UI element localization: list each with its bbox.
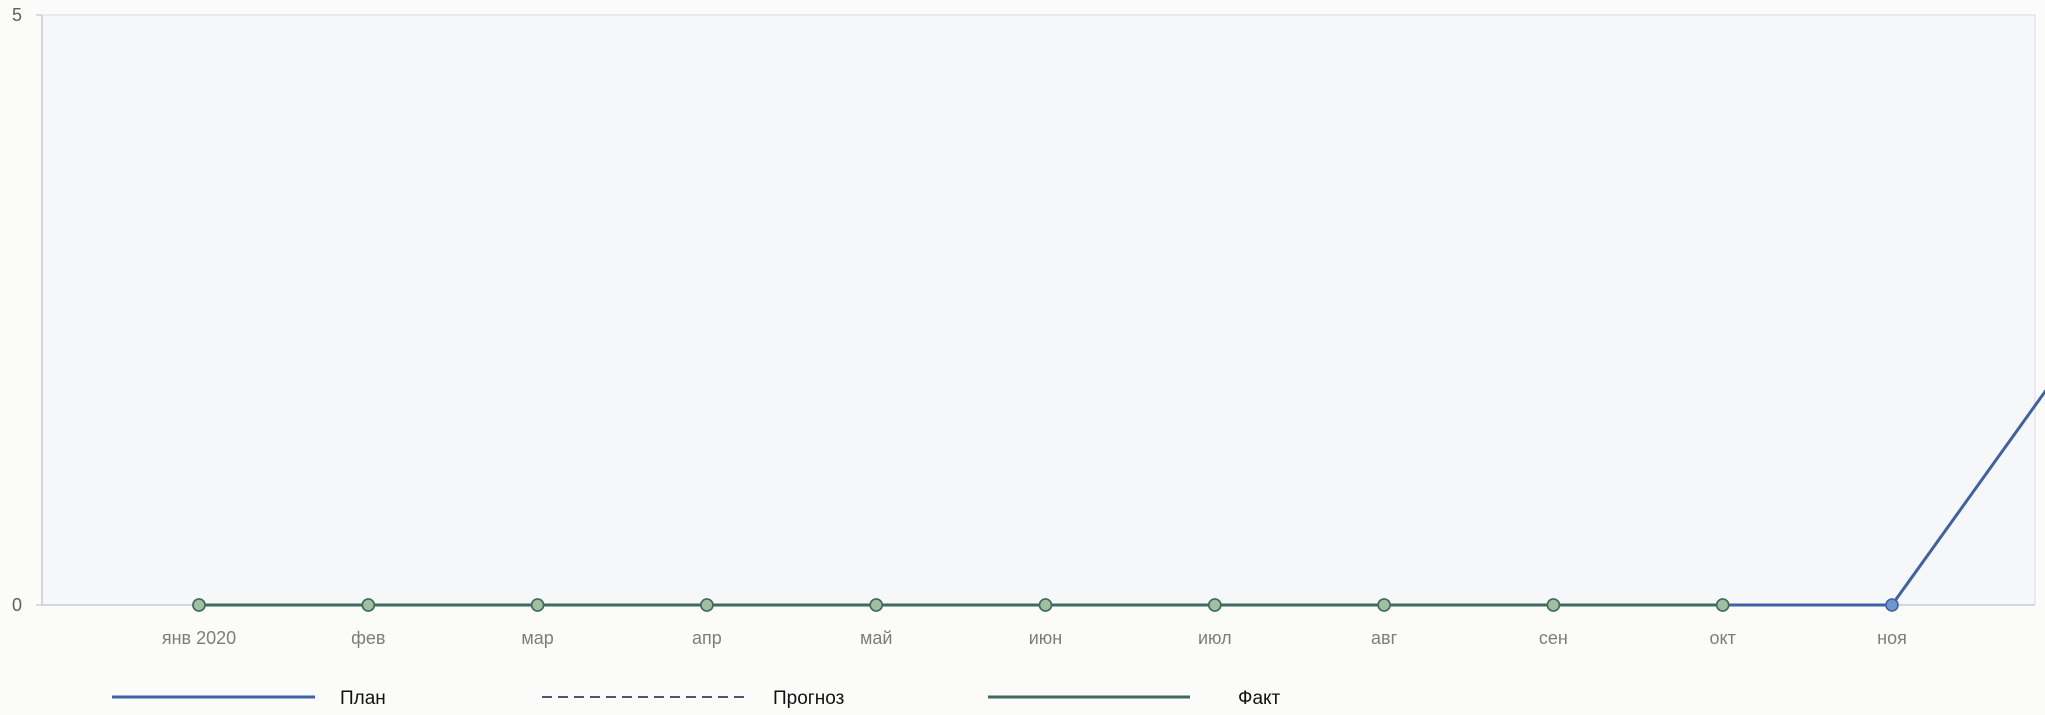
legend-label: Прогноз [773, 688, 844, 709]
data-point [361, 598, 376, 612]
x-tick-label: фев [351, 628, 385, 648]
legend-label: Факт [1238, 688, 1281, 709]
data-point [700, 598, 714, 612]
data-point [1038, 598, 1053, 612]
x-tick-label: янв 2020 [162, 628, 236, 648]
data-point [1885, 598, 1899, 612]
x-tick-label: мар [521, 628, 553, 648]
data-point [1715, 598, 1730, 612]
data-point [869, 598, 884, 612]
data-point [1208, 598, 1222, 612]
x-tick-label: май [860, 628, 892, 648]
legend-label: План [340, 688, 386, 709]
plot-area [41, 14, 2036, 606]
x-tick-label: ноя [1877, 628, 1907, 648]
data-point [192, 598, 206, 612]
x-tick-label: окт [1710, 628, 1736, 648]
data-point [1546, 598, 1561, 612]
legend: План Прогноз Факт [112, 688, 1281, 709]
data-point [1377, 598, 1391, 612]
y-tick-label: 0 [12, 595, 22, 615]
x-tick-label: сен [1539, 628, 1568, 648]
x-tick-label: апр [692, 628, 722, 648]
x-tick-label: авг [1371, 628, 1398, 648]
data-point [530, 598, 545, 612]
y-tick-label: 5 [12, 5, 22, 25]
series-layer: 2 [192, 389, 2045, 612]
x-tick-label: июн [1029, 628, 1063, 648]
x-tick-label: июл [1198, 628, 1232, 648]
